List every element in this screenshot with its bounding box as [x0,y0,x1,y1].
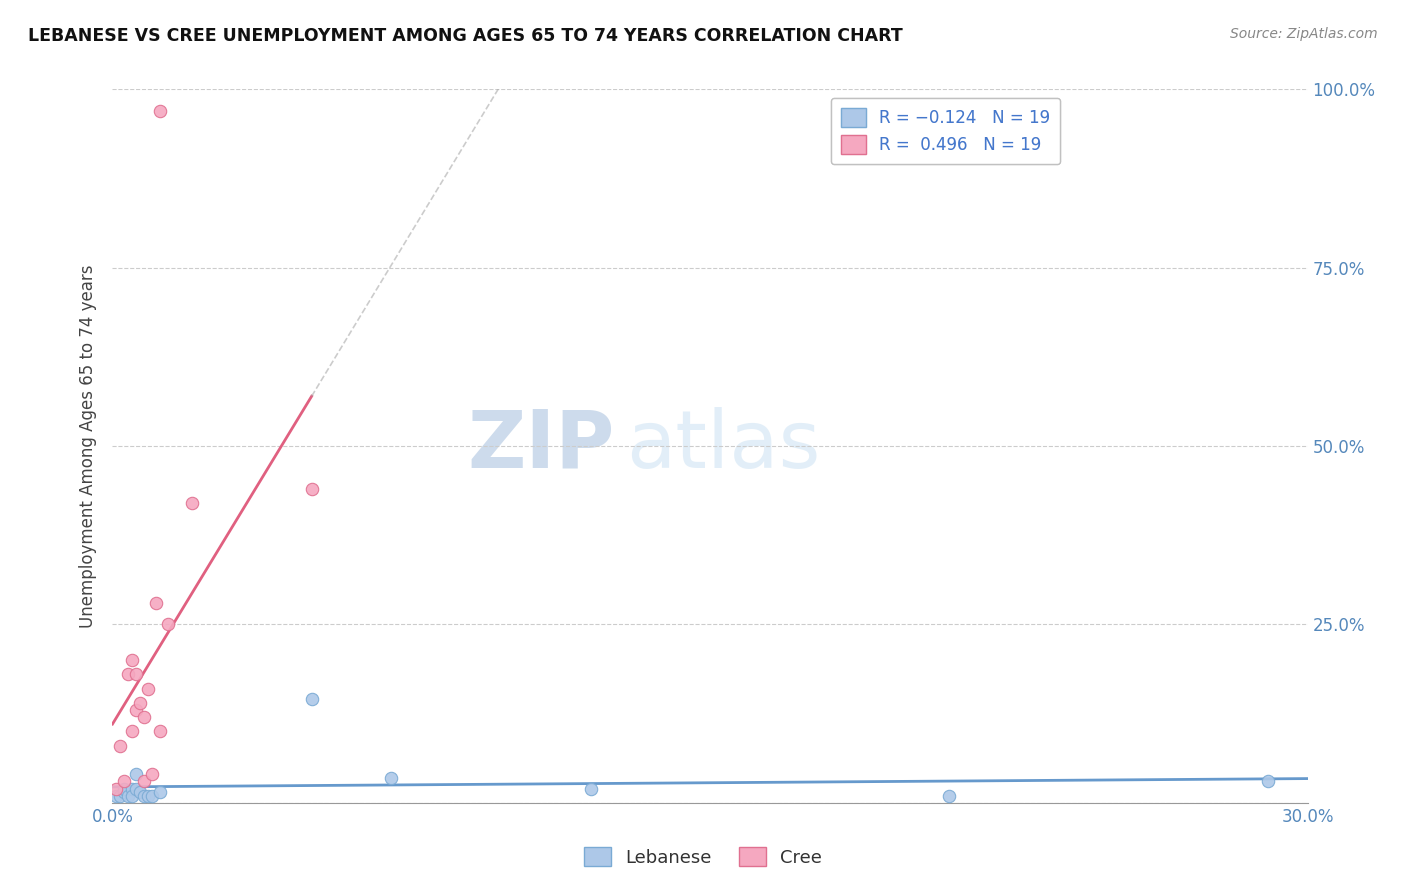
Point [125,703,148,717]
Point [114,781,135,796]
Point [117,667,139,681]
Point [380,771,402,785]
Point [938,789,960,803]
Point [134,789,156,803]
Point [129,696,152,710]
Point [138,681,160,696]
Text: ZIP: ZIP [467,407,614,485]
Point [125,781,148,796]
Point [110,789,132,803]
Point [117,789,139,803]
Point [181,496,204,510]
Point [114,785,135,799]
Point [149,785,172,799]
Point [121,653,143,667]
Point [105,781,128,796]
Point [141,789,163,803]
Point [125,767,148,781]
Point [138,789,160,803]
Point [301,692,323,706]
Point [145,596,167,610]
Text: LEBANESE VS CREE UNEMPLOYMENT AMONG AGES 65 TO 74 YEARS CORRELATION CHART: LEBANESE VS CREE UNEMPLOYMENT AMONG AGES… [28,27,903,45]
Text: atlas: atlas [626,407,821,485]
Legend: R = −0.124   N = 19, R =  0.496   N = 19: R = −0.124 N = 19, R = 0.496 N = 19 [831,97,1060,164]
Point [149,724,172,739]
Text: Source: ZipAtlas.com: Source: ZipAtlas.com [1230,27,1378,41]
Point [134,710,156,724]
Point [121,724,143,739]
Point [157,617,180,632]
Y-axis label: Unemployment Among Ages 65 to 74 years: Unemployment Among Ages 65 to 74 years [79,264,97,628]
Point [579,781,602,796]
Point [134,774,156,789]
Point [301,482,323,496]
Point [149,103,172,118]
Point [141,767,163,781]
Point [114,774,135,789]
Point [125,667,148,681]
Point [121,789,143,803]
Point [1257,774,1279,789]
Point [121,781,143,796]
Point [105,789,128,803]
Legend: Lebanese, Cree: Lebanese, Cree [576,840,830,874]
Point [129,785,152,799]
Point [110,739,132,753]
